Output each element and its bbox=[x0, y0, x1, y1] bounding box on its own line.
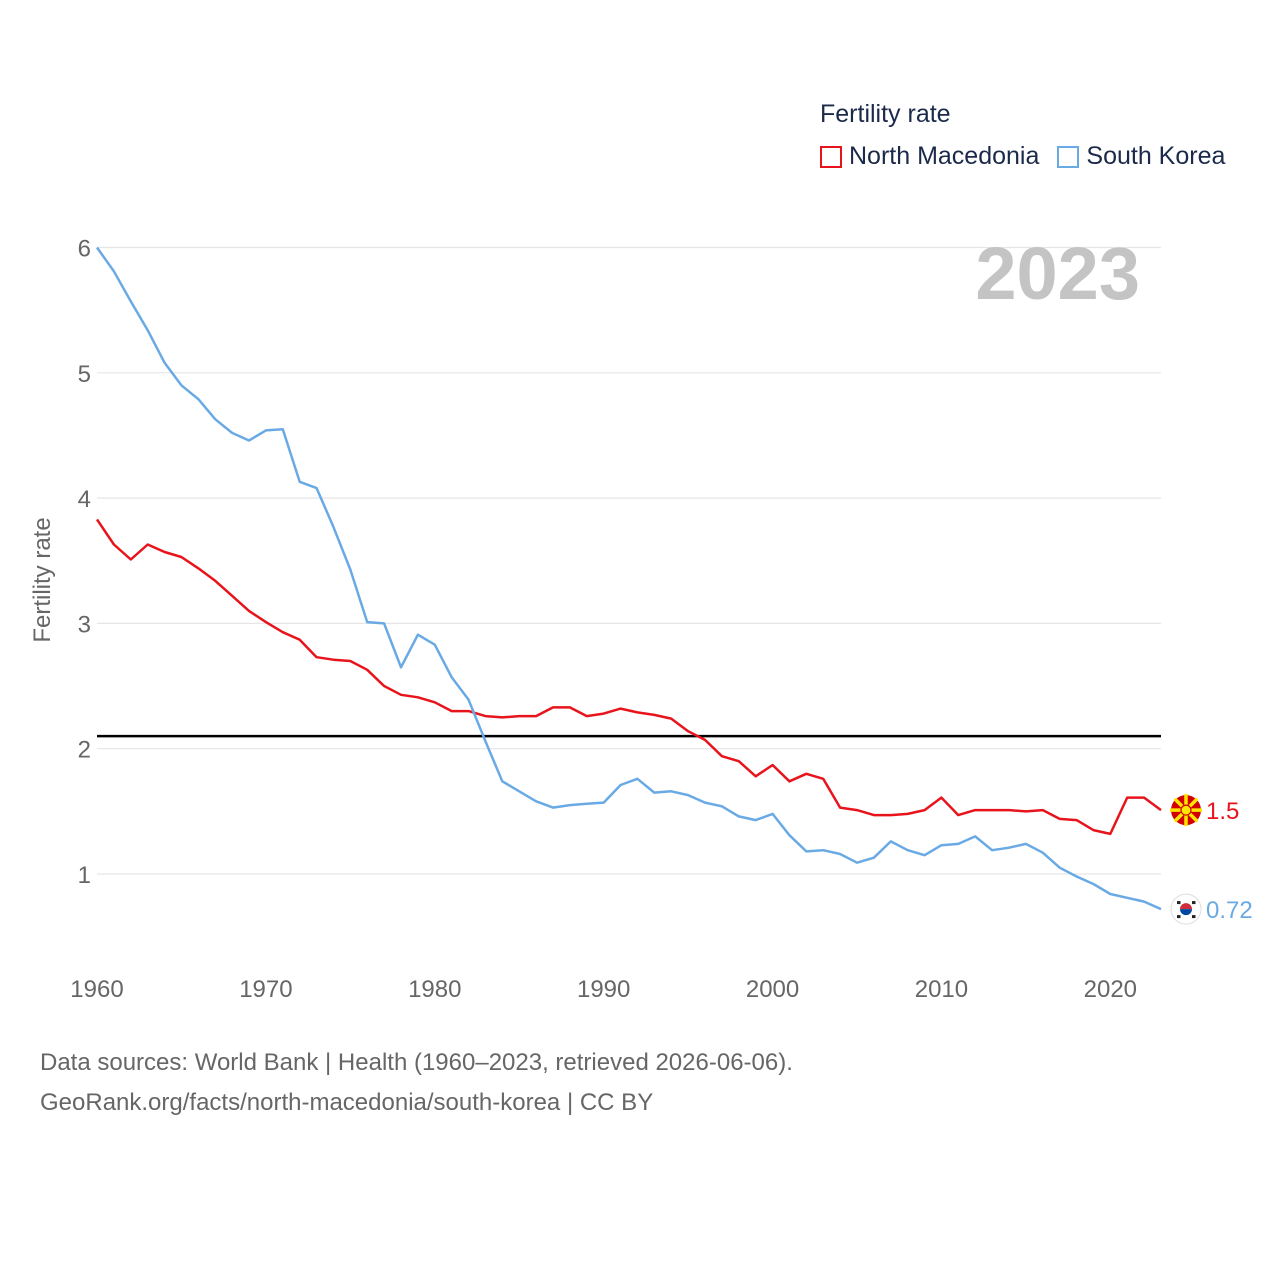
gridlines bbox=[97, 246, 1161, 875]
y-tick-label: 5 bbox=[78, 361, 91, 388]
x-tick-label: 2020 bbox=[1084, 976, 1137, 1003]
y-tick-label: 3 bbox=[78, 611, 91, 638]
y-tick-label: 4 bbox=[78, 486, 91, 513]
legend-swatch-north-macedonia bbox=[820, 145, 842, 168]
x-tick-label: 2010 bbox=[915, 976, 968, 1003]
end-value-label-south-korea: 0.72 bbox=[1206, 897, 1253, 924]
series-line-north-macedonia[interactable] bbox=[95, 518, 1162, 836]
legend-swatch-south-korea bbox=[1057, 145, 1080, 168]
y-tick-label: 6 bbox=[78, 236, 91, 263]
x-tick-label: 1960 bbox=[70, 976, 123, 1003]
legend-item-north-macedonia[interactable]: North Macedonia bbox=[820, 142, 1039, 171]
y-tick-label: 1 bbox=[78, 862, 91, 889]
y-axis-label: Fertility rate bbox=[29, 517, 56, 642]
x-axis-ticks: 1960 1970 1980 1990 2000 2010 2020 bbox=[70, 976, 1137, 1003]
attribution-link[interactable]: GeoRank.org/facts/north-macedonia/south-… bbox=[40, 1089, 654, 1116]
legend-label-north-macedonia: North Macedonia bbox=[849, 142, 1040, 170]
y-tick-label: 2 bbox=[78, 737, 91, 764]
end-value-label-north-macedonia: 1.5 bbox=[1206, 798, 1239, 825]
x-tick-label: 1970 bbox=[239, 976, 292, 1003]
legend-label-south-korea: South Korea bbox=[1086, 142, 1226, 170]
legend: North Macedonia South Korea bbox=[820, 142, 1243, 171]
series-line-south-korea[interactable] bbox=[95, 246, 1162, 911]
flag-icon-north-macedonia bbox=[1170, 794, 1202, 827]
data-source-note: Data sources: World Bank | Health (1960–… bbox=[40, 1049, 793, 1076]
x-tick-label: 1980 bbox=[408, 976, 461, 1003]
end-markers: 1.5 0.72 bbox=[1170, 794, 1253, 925]
year-label: 2023 bbox=[975, 232, 1140, 315]
y-axis-ticks: 1 2 3 4 5 6 bbox=[78, 236, 91, 890]
flag-icon-south-korea bbox=[1170, 893, 1202, 925]
footer: Data sources: World Bank | Health (1960–… bbox=[40, 1043, 793, 1123]
series bbox=[95, 246, 1162, 911]
legend-item-south-korea[interactable]: South Korea bbox=[1057, 142, 1225, 171]
legend-title: Fertility rate bbox=[820, 100, 951, 128]
x-tick-label: 2000 bbox=[746, 976, 799, 1003]
x-tick-label: 1990 bbox=[577, 976, 630, 1003]
